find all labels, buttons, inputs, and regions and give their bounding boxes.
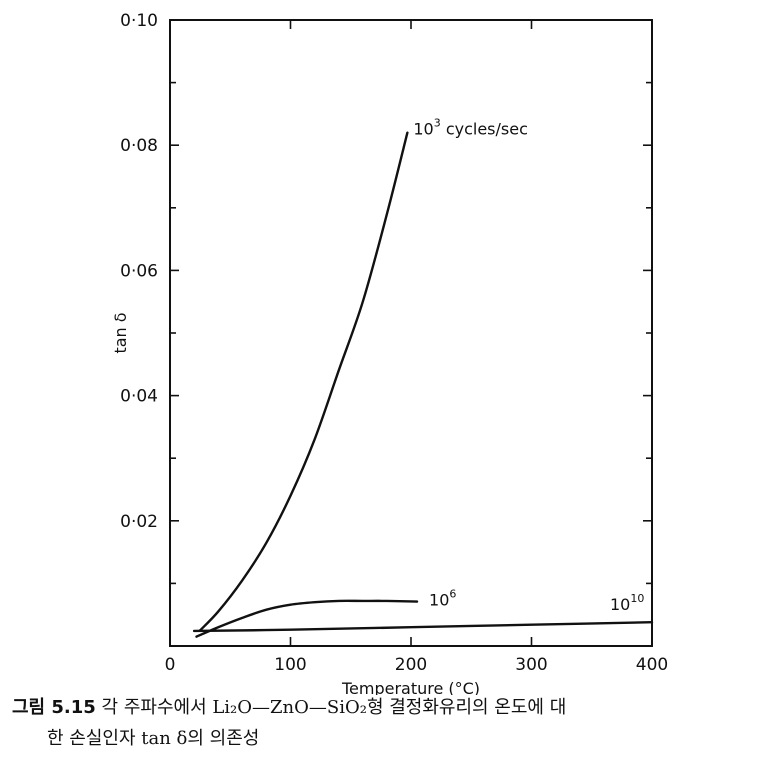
x-axis-title: Temperature (°C): [341, 679, 480, 695]
caption-line-2: 한 손실인자 tan δ의 의존성: [47, 728, 260, 749]
plot-frame: [169, 19, 653, 647]
caption-line-1: 각 주파수에서 Li₂O—ZnO—SiO₂형 결정화유리의 온도에 대: [101, 697, 567, 718]
y-tick-label: 0·06: [120, 261, 158, 281]
caption-figure-label: 그림 5.15: [12, 697, 96, 718]
x-tick-label: 300: [515, 655, 547, 675]
y-tick-label: 0·10: [120, 11, 158, 31]
y-axis-title: tan δ: [111, 312, 130, 353]
y-tick-label: 0·02: [120, 512, 158, 532]
y-tick-label: 0·08: [120, 136, 158, 156]
y-tick-label: 0·04: [120, 387, 158, 407]
chart: 0 100 200 300 400 0·02 0·04 0·06 0·08 0·10 103 cy…: [111, 11, 668, 695]
series-line-3: [192, 621, 654, 633]
series-line-2: [195, 599, 419, 638]
x-tick-label: 100: [274, 655, 306, 675]
series-label-2: 106: [429, 588, 456, 610]
series-line-1: [198, 131, 409, 632]
x-tick-label: 400: [636, 655, 668, 675]
series-label-3: 1010: [610, 592, 644, 614]
figure-caption: 그림 5.15 각 주파수에서 Li₂O—ZnO—SiO₂형 결정화유리의 온도…: [12, 692, 777, 754]
x-tick-label: 200: [395, 655, 427, 675]
series-label-1: 103 cycles/sec: [413, 117, 528, 139]
x-tick-label: 0: [165, 655, 176, 675]
